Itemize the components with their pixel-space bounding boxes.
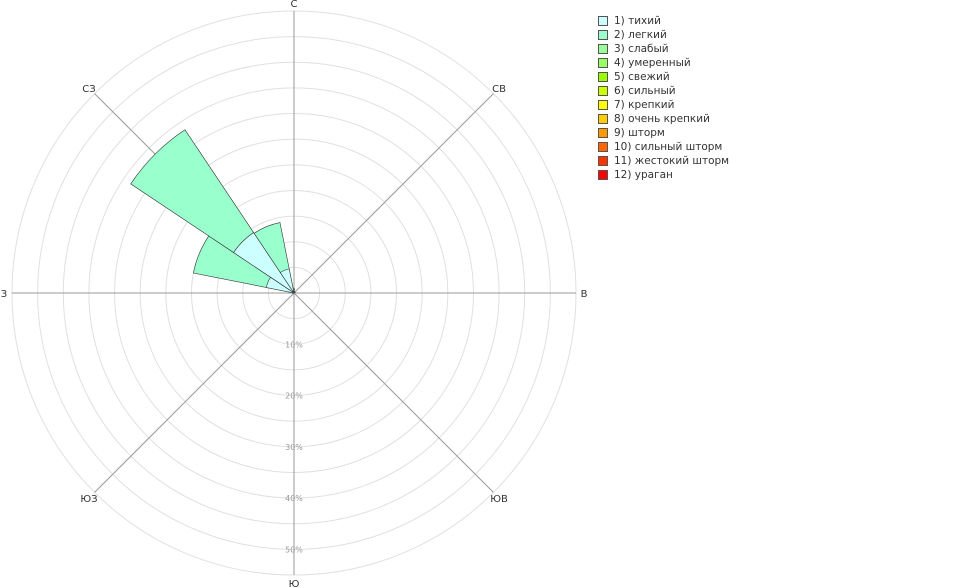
legend-label: 12) ураган [614, 169, 673, 181]
legend-item[interactable]: 7) крепкий [598, 98, 729, 112]
legend-label: 9) шторм [614, 127, 665, 139]
legend-label: 1) тихий [614, 15, 661, 27]
wind-bars [130, 129, 296, 294]
legend: 1) тихий 2) легкий 3) слабый 4) умеренный 5)… [598, 14, 729, 182]
direction-label: СВ [492, 84, 506, 95]
legend-item[interactable]: 4) умеренный [598, 56, 729, 70]
direction-label: В [581, 289, 588, 300]
direction-axis [293, 93, 494, 294]
legend-label: 5) свежий [614, 71, 670, 83]
legend-item[interactable]: 5) свежий [598, 70, 729, 84]
legend-item[interactable]: 10) сильный шторм [598, 140, 729, 154]
direction-label: С [291, 0, 298, 10]
wind-bar [193, 235, 295, 294]
legend-swatch [598, 30, 608, 40]
legend-swatch [598, 58, 608, 68]
legend-item[interactable]: 1) тихий [598, 14, 729, 28]
legend-swatch [598, 100, 608, 110]
direction-label: ЮВ [490, 494, 508, 505]
direction-label: СЗ [82, 84, 95, 95]
legend-swatch [598, 86, 608, 96]
direction-labels: С СВ В ЮВ Ю ЮЗ З СЗ [1, 0, 588, 588]
radial-tick-label: 50% [285, 545, 303, 554]
wind-bar [293, 291, 296, 294]
direction-label: Ю [289, 579, 300, 588]
wind-bar [279, 268, 295, 294]
legend-swatch [598, 72, 608, 82]
legend-swatch [598, 128, 608, 138]
legend-swatch [598, 44, 608, 54]
legend-item[interactable]: 11) жестокий шторм [598, 154, 729, 168]
legend-label: 8) очень крепкий [614, 113, 710, 125]
direction-label: З [1, 289, 7, 300]
direction-label: ЮЗ [80, 494, 97, 505]
legend-item[interactable]: 12) ураган [598, 168, 729, 182]
direction-axis [293, 292, 494, 493]
legend-item[interactable]: 9) шторм [598, 126, 729, 140]
radial-tick-labels: 10% 20% 30% 40% 50% [285, 340, 303, 554]
legend-label: 4) умеренный [614, 57, 691, 69]
legend-swatch [598, 170, 608, 180]
legend-swatch [598, 114, 608, 124]
legend-swatch [598, 156, 608, 166]
legend-label: 3) слабый [614, 43, 669, 55]
legend-label: 10) сильный шторм [614, 141, 723, 153]
radial-tick-label: 30% [285, 443, 303, 452]
radial-tick-label: 10% [285, 340, 303, 349]
legend-item[interactable]: 2) легкий [598, 28, 729, 42]
radial-tick-label: 40% [285, 494, 303, 503]
wind-bar [130, 129, 254, 253]
legend-item[interactable]: 6) сильный [598, 84, 729, 98]
legend-label: 11) жестокий шторм [614, 155, 730, 167]
legend-item[interactable]: 3) слабый [598, 42, 729, 56]
legend-label: 2) легкий [614, 29, 667, 41]
legend-label: 7) крепкий [614, 99, 675, 111]
wind-bar [265, 276, 295, 294]
legend-swatch [598, 16, 608, 26]
legend-item[interactable]: 8) очень крепкий [598, 112, 729, 126]
legend-swatch [598, 142, 608, 152]
radial-tick-label: 20% [285, 392, 303, 401]
legend-label: 6) сильный [614, 85, 676, 97]
direction-axis [94, 292, 295, 493]
